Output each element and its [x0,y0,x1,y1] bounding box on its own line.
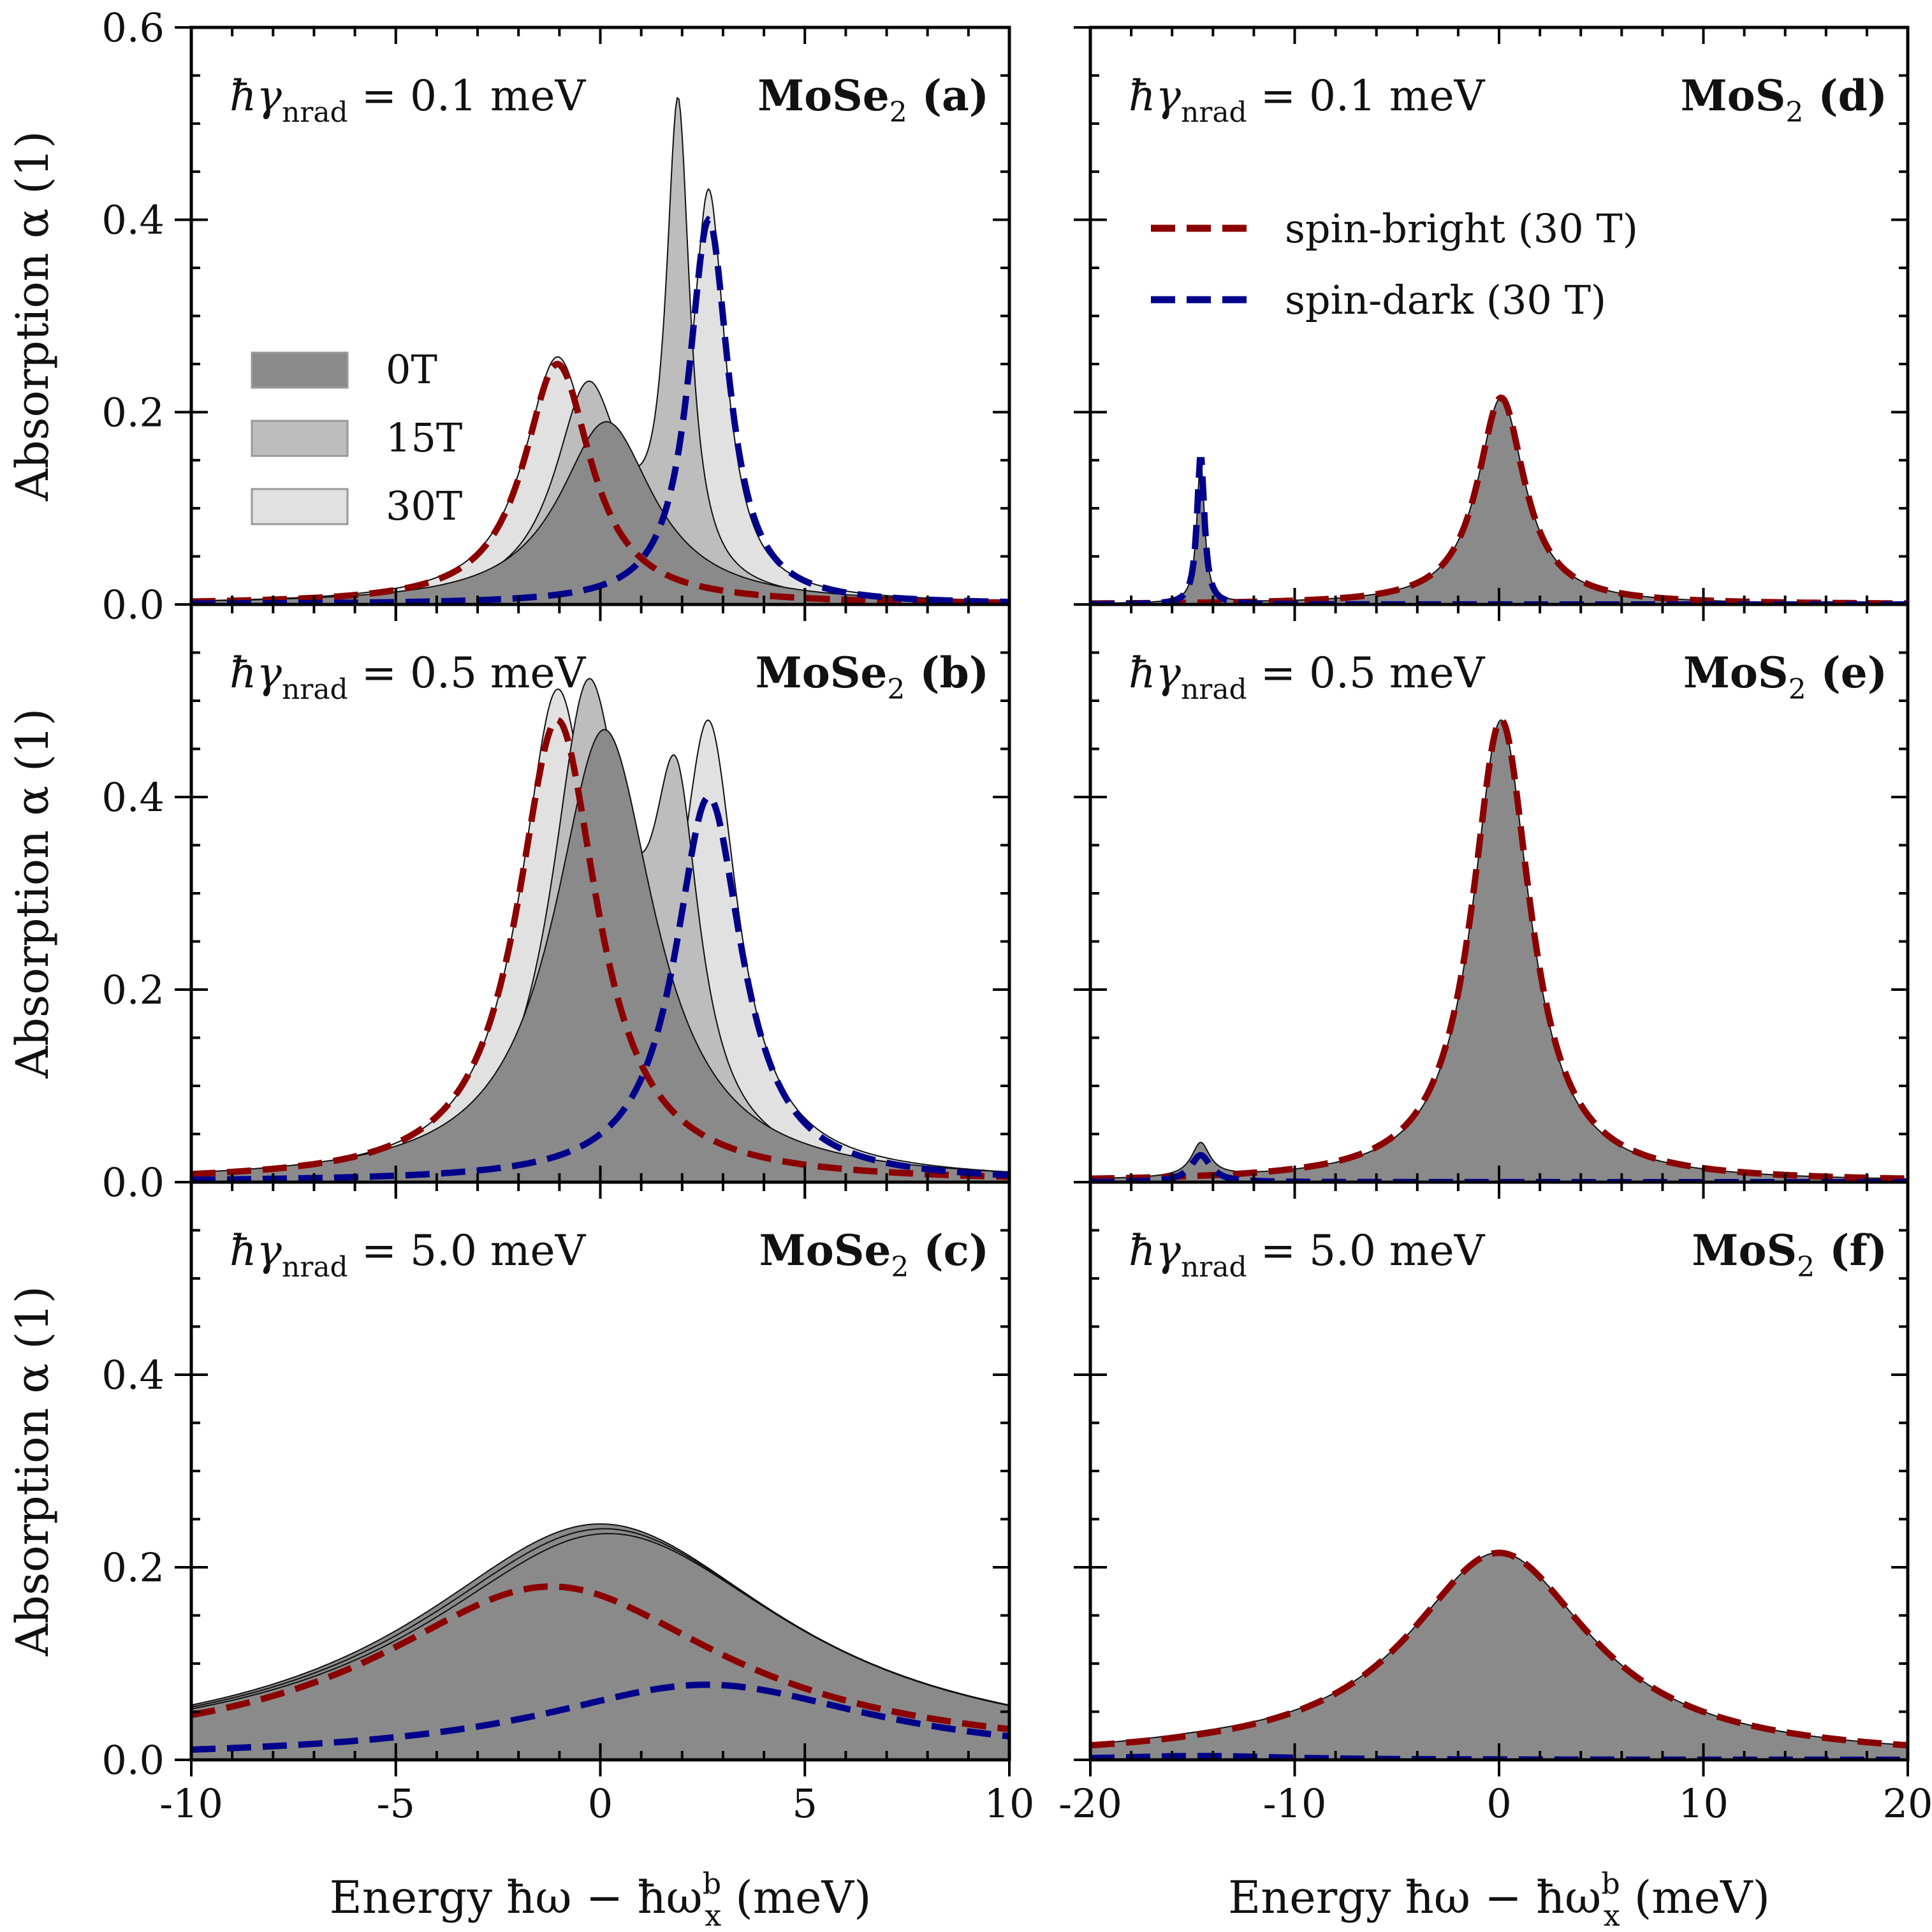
y-tick-label: 0.4 [101,1352,165,1398]
gamma-label: ħγnrad = 0.5 meV [230,648,587,706]
panel-title: MoS2 (f) [1692,1226,1887,1284]
dashed-curve-spin-bright [1090,394,1908,604]
dashed-curve-spin-dark [191,1681,1009,1753]
dashed-curve-spin-dark [191,793,1009,1182]
y-axis-title: Absorption α (1) [6,1286,59,1657]
x-tick-label: -10 [1263,1780,1327,1827]
legend-swatch-15T [251,420,349,457]
panel-a: 0.0 0.2 0.4 0.6 Absorption α (1) ħγnrad = 0.1… [6,4,1011,628]
plot-area-d [1090,394,1908,604]
gamma-label: ħγnrad = 0.1 meV [230,71,587,129]
y-tick-label: 0.2 [101,389,165,435]
x-tick-label: -5 [377,1780,415,1827]
panel-e: ħγnrad = 0.5 meV MoS2 (e) [1074,603,1910,1199]
legend-label: spin-bright (30 T) [1285,205,1638,252]
panel-d: ħγnrad = 0.1 meV MoS2 (d) spin-bright (30 … [1074,26,1910,621]
dashed-curve-spin-bright [1090,1549,1908,1749]
panel-title: MoSe2 (a) [757,71,989,129]
panel-title: MoS2 (e) [1683,648,1887,706]
plot-area-c [191,1523,1009,1760]
x-tick-label: 0 [1486,1780,1511,1827]
panel-b: 0.0 0.2 0.4 Absorption α (1) ħγnrad = 0.5 me… [6,603,1011,1206]
x-tick-label: -20 [1058,1780,1122,1827]
legend-label: 0T [386,346,437,393]
dashed-curve-spin-bright [191,717,1009,1180]
panel-title: MoSe2 (b) [756,648,989,706]
legend-label: spin-dark (30 T) [1285,277,1606,323]
y-tick-label: 0.0 [101,1737,165,1783]
legend-label: 30T [386,483,462,529]
filled-curve-30T [1090,397,1908,604]
y-tick-label: 0.4 [101,774,165,821]
dashed-curve-spin-dark [191,216,1009,604]
x-tick-label: -10 [159,1780,223,1827]
panel-title: MoSe2 (c) [759,1226,989,1284]
dashed-curve-spin-dark [1090,1152,1908,1182]
y-tick-label: 0.0 [101,582,165,628]
y-tick-label: 0.0 [101,1159,165,1206]
filled-curve-0T [191,729,1009,1182]
x-tick-label: 0 [588,1780,613,1827]
gamma-label: ħγnrad = 5.0 meV [230,1226,587,1284]
plot-area-a [191,96,1009,604]
filled-curve-0T [191,1533,1009,1760]
y-tick-label: 0.2 [101,1544,165,1591]
filled-curve-30T [1090,719,1908,1182]
plot-area-f [1090,1549,1908,1760]
y-tick-label: 0.2 [101,967,165,1013]
plot-area-b [191,678,1009,1182]
filled-curve-30T [1090,1551,1908,1760]
gamma-label: ħγnrad = 0.1 meV [1129,71,1486,129]
y-tick-label: 0.6 [101,4,165,51]
x-tick-label: 5 [793,1780,817,1827]
gamma-label: ħγnrad = 0.5 meV [1129,648,1486,706]
dashed-curve-spin-bright [191,1583,1009,1732]
y-tick-label: 0.4 [101,197,165,244]
panel-title: MoS2 (d) [1681,71,1887,129]
y-axis-title: Absorption α (1) [6,708,59,1079]
panel-f: -20 -10 0 10 20 Energy ħω − ħωb x (meV) ħγnrad … [1058,1180,1932,1932]
panel-c: 0.0 0.2 0.4 -10 -5 0 5 10 Energy ħω − ħωb x (meV)… [6,1180,1035,1932]
x-axis-title: Energy ħω − ħωb x (meV) [1228,1866,1770,1932]
x-axis-title: Energy ħω − ħωb x (meV) [330,1866,872,1932]
y-axis-title: Absorption α (1) [6,131,59,501]
x-tick-label: 20 [1883,1780,1932,1827]
legend-swatch-0T [251,351,349,389]
x-tick-label: 10 [984,1780,1035,1827]
plot-area-e [1090,716,1908,1182]
legend-swatch-30T [251,488,349,525]
legend-label: 15T [386,414,462,461]
gamma-label: ħγnrad = 5.0 meV [1129,1226,1486,1284]
x-tick-label: 10 [1678,1780,1729,1827]
